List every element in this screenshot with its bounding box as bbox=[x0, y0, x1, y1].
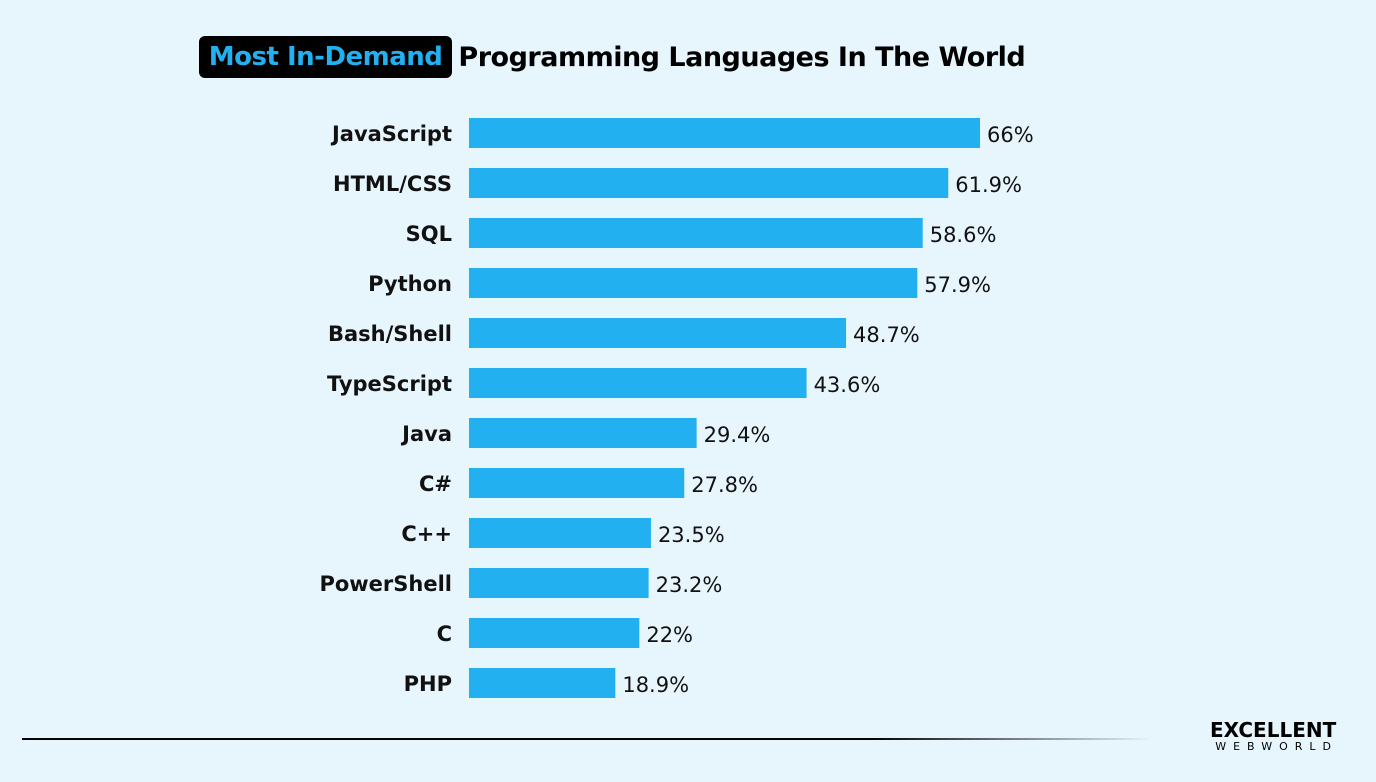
category-label: Bash/Shell bbox=[328, 322, 452, 346]
logo-bottom: WEBWORLD bbox=[1215, 740, 1338, 753]
bar-3 bbox=[469, 268, 918, 298]
value-label: 48.7% bbox=[853, 323, 920, 347]
category-label: Java bbox=[400, 422, 452, 446]
title-rest: Programming Languages In The World bbox=[458, 41, 1026, 73]
bar-6 bbox=[469, 418, 697, 448]
category-label: Python bbox=[368, 272, 452, 296]
category-label: PowerShell bbox=[319, 572, 452, 596]
value-label: 29.4% bbox=[704, 423, 771, 447]
category-label: JavaScript bbox=[330, 122, 452, 146]
category-label: C bbox=[437, 622, 452, 646]
value-label: 23.2% bbox=[656, 573, 723, 597]
bar-7 bbox=[469, 468, 685, 498]
value-label: 23.5% bbox=[658, 523, 725, 547]
value-label: 18.9% bbox=[622, 673, 689, 697]
value-label: 57.9% bbox=[924, 273, 991, 297]
category-label: TypeScript bbox=[327, 372, 452, 396]
bar-8 bbox=[469, 518, 651, 548]
category-label: C# bbox=[419, 472, 452, 496]
value-label: 43.6% bbox=[814, 373, 881, 397]
bar-5 bbox=[469, 368, 807, 398]
title-highlight: Most In-Demand bbox=[198, 36, 453, 78]
bar-9 bbox=[469, 568, 649, 598]
divider bbox=[22, 738, 1152, 740]
logo-top: EXCELLENT bbox=[1210, 718, 1337, 742]
category-label: SQL bbox=[406, 222, 452, 246]
bar-0 bbox=[469, 118, 980, 148]
bar-10 bbox=[469, 618, 640, 648]
bar-4 bbox=[469, 318, 847, 348]
logo: EXCELLENT WEBWORLD bbox=[1210, 720, 1336, 754]
value-label: 22% bbox=[646, 623, 693, 647]
category-label: C++ bbox=[401, 522, 452, 546]
bar-2 bbox=[469, 218, 923, 248]
bar-11 bbox=[469, 668, 616, 698]
chart-title: Most In-Demand Programming Languages In … bbox=[0, 36, 1300, 78]
value-label: 27.8% bbox=[691, 473, 758, 497]
bar-1 bbox=[469, 168, 949, 198]
category-label: HTML/CSS bbox=[333, 172, 452, 196]
value-label: 61.9% bbox=[955, 173, 1022, 197]
category-label: PHP bbox=[404, 672, 452, 696]
value-label: 66% bbox=[987, 123, 1034, 147]
value-label: 58.6% bbox=[930, 223, 997, 247]
